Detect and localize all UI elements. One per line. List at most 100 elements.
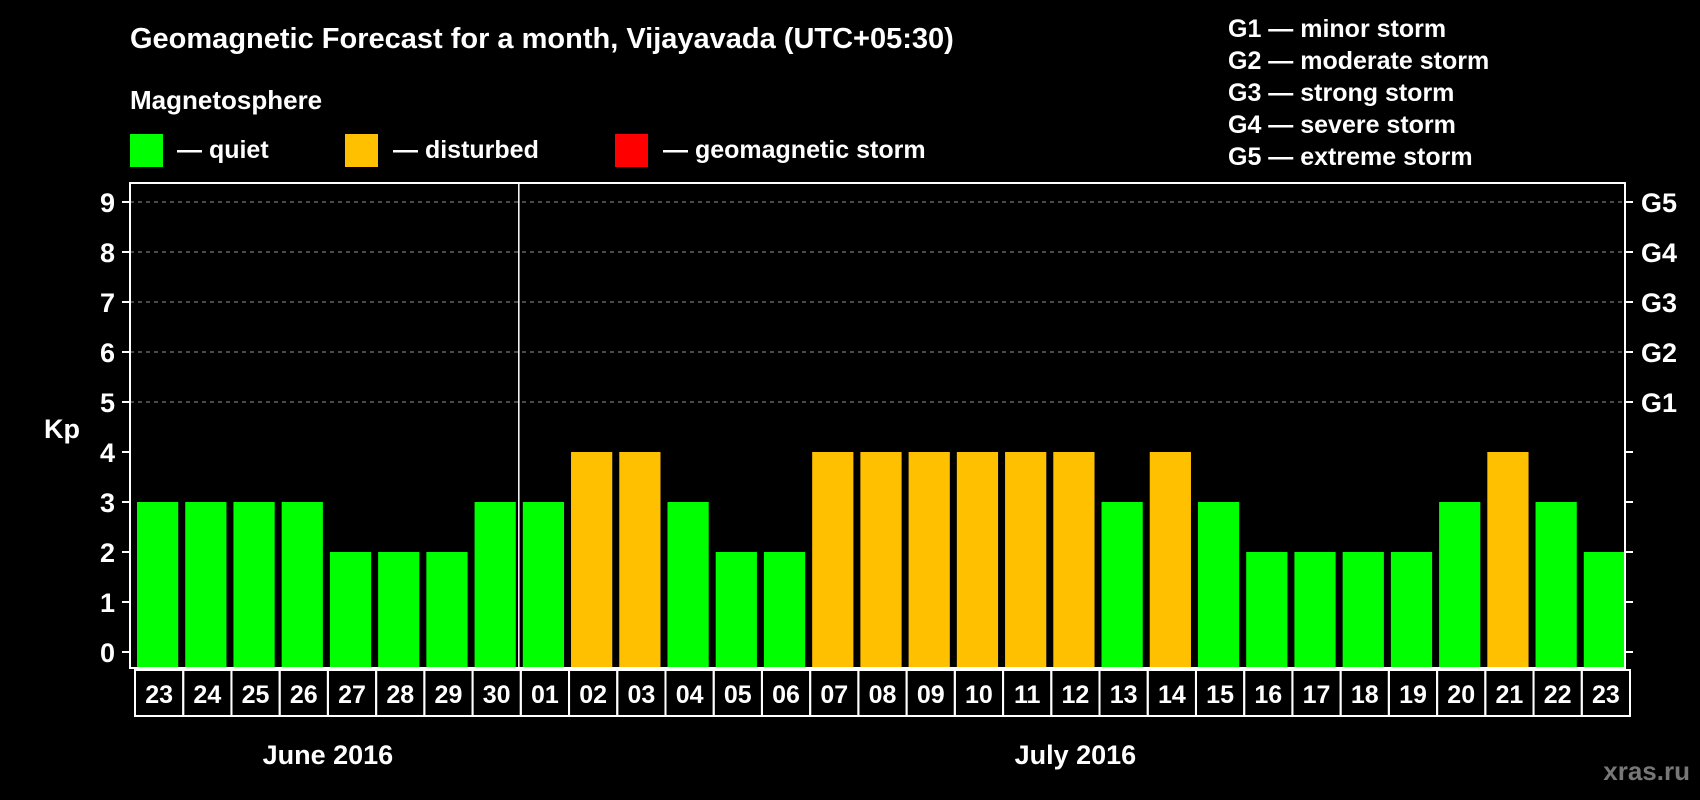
day-label-0: 23 bbox=[145, 681, 173, 709]
bar-25 bbox=[1342, 552, 1384, 668]
bar-5 bbox=[378, 552, 420, 668]
day-label-9: 02 bbox=[579, 681, 607, 709]
day-label-28: 21 bbox=[1496, 681, 1524, 709]
day-label-19: 12 bbox=[1061, 681, 1089, 709]
day-label-14: 07 bbox=[820, 681, 848, 709]
day-label-10: 03 bbox=[627, 681, 655, 709]
day-label-3: 26 bbox=[290, 681, 318, 709]
day-label-29: 22 bbox=[1544, 681, 1572, 709]
y-axis-label: Kp bbox=[44, 414, 80, 444]
right-tick-label-g5: G5 bbox=[1641, 188, 1677, 218]
legend-label-disturbed: — disturbed bbox=[393, 136, 539, 164]
bar-30 bbox=[1583, 552, 1625, 668]
legend-swatch-quiet bbox=[130, 134, 163, 167]
storm-legend-g5: G5 — extreme storm bbox=[1228, 143, 1473, 171]
grid-lines bbox=[130, 201, 1625, 403]
day-label-21: 14 bbox=[1158, 681, 1186, 709]
bar-22 bbox=[1197, 502, 1240, 668]
bar-16 bbox=[908, 452, 950, 668]
bar-29 bbox=[1535, 502, 1577, 668]
y-tick-label-8: 8 bbox=[100, 238, 115, 268]
day-label-27: 20 bbox=[1447, 681, 1475, 709]
day-label-17: 10 bbox=[965, 681, 993, 709]
day-label-1: 24 bbox=[193, 681, 221, 709]
legend: — quiet — disturbed — geomagnetic storm bbox=[130, 134, 926, 167]
bars bbox=[137, 452, 1625, 668]
bar-12 bbox=[715, 552, 757, 668]
day-label-23: 16 bbox=[1254, 681, 1282, 709]
day-label-25: 18 bbox=[1351, 681, 1379, 709]
bar-21 bbox=[1149, 452, 1191, 668]
axes: 0 1 2 3 4 5 6 7 8 9 G1 G2 G3 G4 G5 bbox=[100, 182, 1677, 669]
bar-13 bbox=[763, 552, 806, 668]
bar-26 bbox=[1390, 552, 1433, 668]
bar-8 bbox=[522, 502, 565, 668]
bar-19 bbox=[1053, 452, 1095, 668]
day-label-5: 28 bbox=[386, 681, 414, 709]
right-tick-label-g3: G3 bbox=[1641, 288, 1677, 318]
chart-title: Geomagnetic Forecast for a month, Vijaya… bbox=[130, 23, 954, 55]
day-labels: 23 24 25 26 27 28 29 30 01 02 03 04 05 06 07 08 09 10 11 12… bbox=[134, 669, 1631, 717]
legend-label-storm: — geomagnetic storm bbox=[663, 136, 926, 164]
right-tick-label-g1: G1 bbox=[1641, 388, 1677, 418]
plot-frame bbox=[129, 182, 1626, 669]
day-label-30: 23 bbox=[1592, 681, 1620, 709]
bar-17 bbox=[956, 452, 999, 668]
y-tick-label-3: 3 bbox=[100, 488, 115, 518]
day-label-18: 11 bbox=[1014, 681, 1041, 709]
bar-14 bbox=[812, 452, 854, 668]
bar-0 bbox=[137, 502, 179, 668]
bar-2 bbox=[233, 502, 275, 668]
y-tick-label-7: 7 bbox=[100, 288, 115, 318]
bar-7 bbox=[474, 502, 516, 668]
day-label-20: 13 bbox=[1110, 681, 1138, 709]
storm-scale-legend: G1 — minor storm G2 — moderate storm G3 … bbox=[1228, 15, 1489, 171]
day-label-26: 19 bbox=[1399, 681, 1427, 709]
day-label-2: 25 bbox=[242, 681, 270, 709]
bar-1 bbox=[185, 502, 227, 668]
bar-28 bbox=[1487, 452, 1529, 668]
bar-20 bbox=[1101, 502, 1143, 668]
month-label-0: June 2016 bbox=[263, 740, 394, 770]
day-label-8: 01 bbox=[531, 681, 559, 709]
bar-6 bbox=[426, 552, 468, 668]
legend-swatch-disturbed bbox=[345, 134, 378, 167]
y-tick-label-1: 1 bbox=[100, 588, 115, 618]
watermark: xras.ru bbox=[1603, 756, 1690, 786]
legend-label-quiet: — quiet bbox=[177, 136, 269, 164]
y-tick-label-2: 2 bbox=[100, 538, 115, 568]
day-label-24: 17 bbox=[1303, 681, 1331, 709]
day-label-15: 08 bbox=[869, 681, 897, 709]
bar-9 bbox=[571, 452, 613, 668]
day-label-11: 04 bbox=[676, 681, 704, 709]
bar-24 bbox=[1294, 552, 1336, 668]
y-tick-label-0: 0 bbox=[100, 638, 115, 668]
storm-legend-g1: G1 — minor storm bbox=[1228, 15, 1446, 43]
day-label-13: 06 bbox=[772, 681, 800, 709]
y-tick-label-9: 9 bbox=[100, 188, 115, 218]
legend-swatch-storm bbox=[615, 134, 648, 167]
bar-3 bbox=[281, 502, 323, 668]
y-tick-label-5: 5 bbox=[100, 388, 115, 418]
day-cell-30 bbox=[1580, 669, 1631, 717]
bar-18 bbox=[1005, 452, 1047, 668]
day-label-16: 09 bbox=[917, 681, 945, 709]
bar-10 bbox=[619, 452, 661, 668]
right-tick-label-g4: G4 bbox=[1641, 238, 1677, 268]
right-tick-label-g2: G2 bbox=[1641, 338, 1677, 368]
storm-legend-g3: G3 — strong storm bbox=[1228, 79, 1454, 107]
storm-legend-g4: G4 — severe storm bbox=[1228, 111, 1456, 139]
chart-subtitle: Magnetosphere bbox=[130, 85, 322, 115]
bar-11 bbox=[667, 502, 709, 668]
day-label-22: 15 bbox=[1206, 681, 1234, 709]
bar-27 bbox=[1439, 502, 1481, 668]
month-label-1: July 2016 bbox=[1015, 740, 1137, 770]
bar-23 bbox=[1246, 552, 1288, 668]
day-label-12: 05 bbox=[724, 681, 752, 709]
month-labels: June 2016 July 2016 bbox=[263, 740, 1137, 770]
day-label-7: 30 bbox=[483, 681, 511, 709]
day-label-4: 27 bbox=[338, 681, 366, 709]
day-label-6: 29 bbox=[435, 681, 463, 709]
y-tick-label-4: 4 bbox=[100, 438, 115, 468]
